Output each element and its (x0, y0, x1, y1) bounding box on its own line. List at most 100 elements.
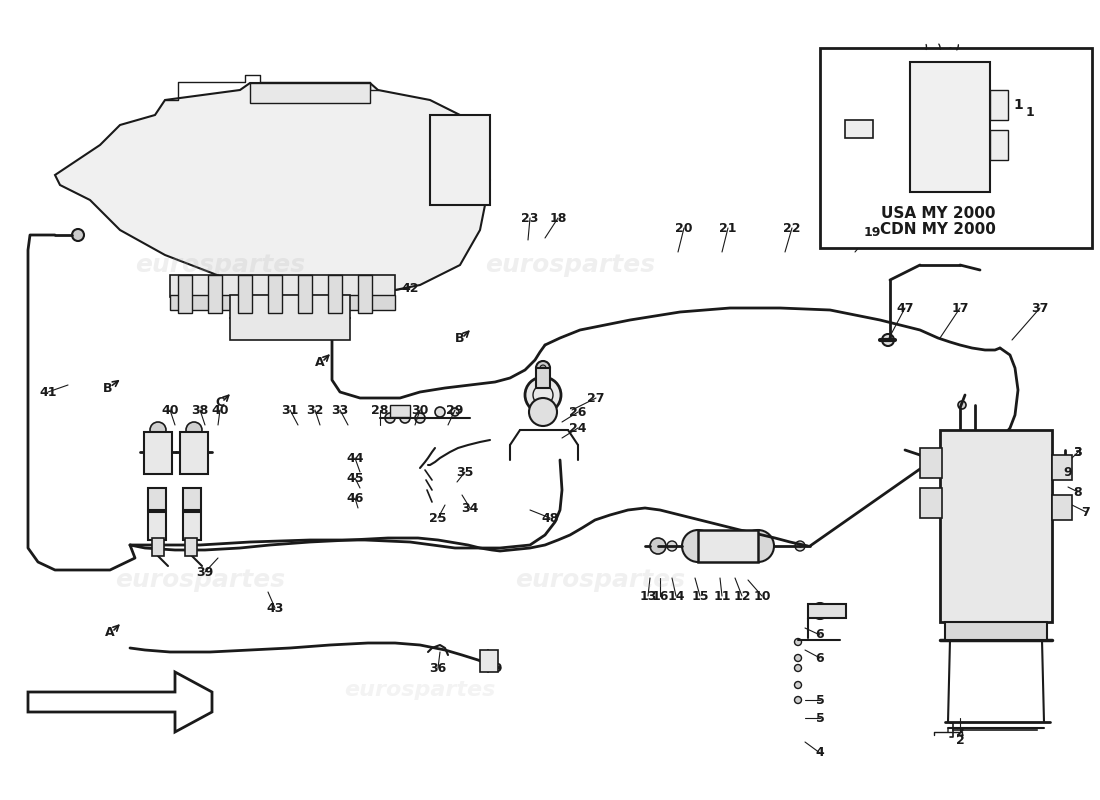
Text: 6: 6 (816, 651, 824, 665)
Bar (1052, 455, 1072, 480)
Circle shape (442, 167, 478, 203)
Circle shape (794, 697, 802, 703)
Bar (268, 275, 282, 313)
Text: eurospartes: eurospartes (135, 253, 305, 277)
Text: 41: 41 (40, 386, 57, 398)
Bar (1052, 495, 1072, 520)
Text: 16: 16 (651, 590, 669, 602)
Text: 2: 2 (956, 734, 965, 746)
Circle shape (794, 665, 802, 671)
Circle shape (794, 654, 802, 662)
Bar (820, 48, 1092, 248)
Circle shape (650, 538, 666, 554)
Circle shape (400, 413, 410, 423)
Text: 35: 35 (456, 466, 474, 478)
Bar (178, 275, 192, 313)
Circle shape (540, 365, 546, 371)
Text: 40: 40 (162, 403, 178, 417)
Text: 11: 11 (713, 590, 730, 602)
Text: 24: 24 (570, 422, 586, 434)
Text: B: B (103, 382, 112, 394)
Circle shape (795, 541, 805, 551)
Bar (183, 512, 201, 540)
Bar (208, 275, 222, 313)
Text: 42: 42 (402, 282, 419, 294)
Text: 43: 43 (266, 602, 284, 614)
Text: B: B (455, 331, 464, 345)
Text: C: C (216, 395, 224, 409)
Bar (808, 604, 846, 618)
Text: 15: 15 (691, 590, 708, 602)
Text: 29: 29 (447, 403, 464, 417)
Circle shape (186, 422, 202, 438)
Text: 32: 32 (306, 403, 323, 417)
Bar (180, 432, 208, 474)
Text: 20: 20 (675, 222, 693, 234)
Bar (990, 130, 1008, 160)
Circle shape (434, 407, 446, 417)
Bar (148, 512, 166, 540)
Bar (152, 538, 164, 556)
Polygon shape (28, 672, 212, 732)
Circle shape (72, 229, 84, 241)
Text: 3: 3 (1074, 446, 1082, 458)
Text: 7: 7 (1081, 506, 1090, 518)
Circle shape (836, 120, 854, 138)
Text: 12: 12 (734, 590, 750, 602)
Text: 19: 19 (864, 226, 881, 238)
Bar (148, 488, 166, 510)
Bar (480, 650, 498, 672)
Text: 4: 4 (815, 746, 824, 759)
Text: CDN MY 2000: CDN MY 2000 (880, 222, 996, 238)
Text: 33: 33 (331, 403, 349, 417)
Text: 5: 5 (815, 694, 824, 706)
Polygon shape (55, 83, 490, 295)
Text: eurospartes: eurospartes (114, 568, 285, 592)
Bar (230, 295, 350, 340)
Circle shape (415, 413, 425, 423)
Text: 47: 47 (896, 302, 914, 314)
Text: 45: 45 (346, 471, 364, 485)
Text: 5: 5 (815, 711, 824, 725)
Text: 36: 36 (429, 662, 447, 674)
Circle shape (305, 88, 315, 98)
Text: 3: 3 (1074, 446, 1082, 459)
Text: 30: 30 (411, 403, 429, 417)
Circle shape (150, 422, 166, 438)
Bar (920, 488, 942, 518)
Circle shape (327, 297, 337, 307)
Bar (183, 488, 201, 510)
Text: 13: 13 (639, 590, 657, 602)
Circle shape (262, 310, 278, 326)
Text: 21: 21 (719, 222, 737, 234)
Circle shape (395, 406, 405, 416)
Circle shape (882, 334, 894, 346)
Text: 18: 18 (549, 211, 566, 225)
Circle shape (667, 541, 676, 551)
Circle shape (385, 413, 395, 423)
Bar (698, 530, 758, 562)
Text: 46: 46 (346, 491, 364, 505)
Bar (250, 83, 370, 103)
Circle shape (742, 530, 774, 562)
Circle shape (525, 377, 561, 413)
Text: eurospartes: eurospartes (515, 568, 685, 592)
Bar (920, 448, 942, 478)
Text: 28: 28 (372, 403, 388, 417)
Text: 37: 37 (1032, 302, 1048, 314)
Circle shape (812, 603, 828, 619)
Text: 27: 27 (587, 391, 605, 405)
Text: 17: 17 (952, 302, 969, 314)
Bar (430, 115, 490, 205)
Text: eurospartes: eurospartes (344, 680, 496, 700)
Circle shape (682, 530, 714, 562)
Text: 38: 38 (191, 403, 209, 417)
Text: eurospartes: eurospartes (485, 253, 656, 277)
Text: 34: 34 (461, 502, 478, 514)
Bar (328, 275, 342, 313)
Text: 23: 23 (521, 211, 539, 225)
Circle shape (958, 401, 966, 409)
Bar (845, 120, 873, 138)
Circle shape (536, 361, 550, 375)
Text: 40: 40 (211, 403, 229, 417)
